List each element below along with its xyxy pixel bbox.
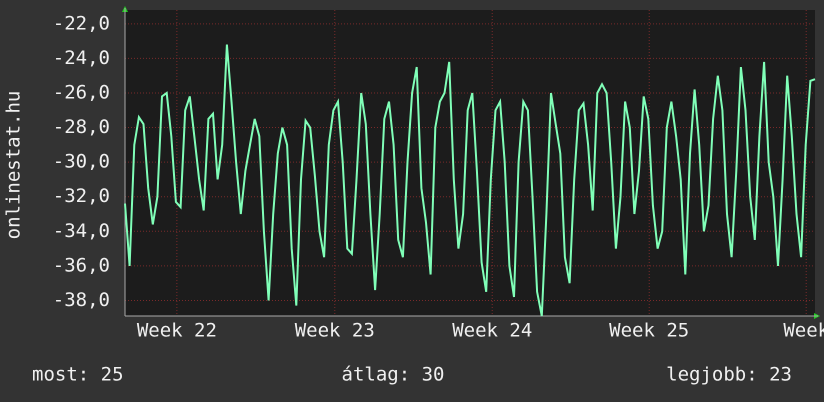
stat-label: most: 25 — [32, 364, 124, 386]
y-axis-label: onlinestat.hu — [3, 91, 25, 240]
x-tick-label: Week 22 — [137, 320, 217, 342]
stat-label: legjobb: 23 — [666, 364, 792, 386]
x-tick-label: Week 24 — [452, 320, 532, 342]
y-tick-label: -34,0 — [53, 220, 110, 242]
data-line — [124, 44, 816, 317]
y-tick-label: -30,0 — [53, 151, 110, 173]
y-tick-label: -26,0 — [53, 81, 110, 103]
y-tick-label: -24,0 — [53, 47, 110, 69]
y-tick-label: -32,0 — [53, 185, 110, 207]
x-tick-label: Week 23 — [295, 320, 375, 342]
x-tick-label: Week 25 — [609, 320, 689, 342]
stat-label: átlag: 30 — [342, 364, 445, 386]
y-tick-label: -22,0 — [53, 12, 110, 34]
y-tick-label: -38,0 — [53, 289, 110, 311]
x-tick-label: Week — [783, 320, 824, 342]
y-tick-label: -36,0 — [53, 254, 110, 276]
y-tick-label: -28,0 — [53, 116, 110, 138]
